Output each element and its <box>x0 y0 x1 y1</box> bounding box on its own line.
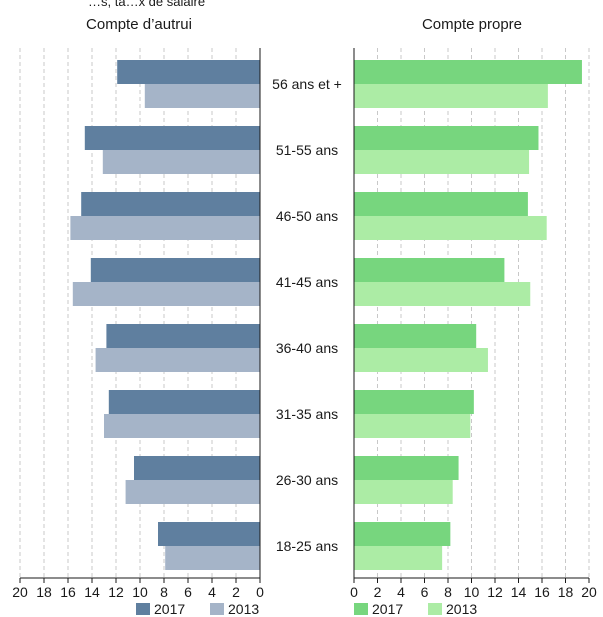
right-bar-2017 <box>354 456 459 480</box>
legend-swatch-2013 <box>210 603 224 615</box>
bars-layer <box>70 60 582 570</box>
left-bar-2017 <box>84 126 260 150</box>
left-tick-label: 20 <box>12 584 28 600</box>
left-bar-2017 <box>158 522 260 546</box>
legend-label-2017: 2017 <box>372 601 403 617</box>
right-tick-label: 16 <box>534 584 550 600</box>
left-bar-2013 <box>72 282 260 306</box>
right-bar-2017 <box>354 390 474 414</box>
clipped-header-text: …s, ta…x de salaire <box>88 0 205 9</box>
right-bar-2013 <box>354 414 471 438</box>
left-bar-2017 <box>90 258 260 282</box>
left-tick-label: 18 <box>36 584 52 600</box>
left-tick-label: 0 <box>256 584 264 600</box>
left-tick-label: 4 <box>208 584 216 600</box>
left-panel-title: Compte d’autrui <box>86 16 192 33</box>
right-tick-label: 18 <box>558 584 574 600</box>
category-label: 36-40 ans <box>276 340 338 356</box>
right-tick-label: 10 <box>464 584 480 600</box>
right-bar-2013 <box>354 546 443 570</box>
left-bar-2013 <box>95 348 260 372</box>
labels-layer: 56 ans et + 51-55 ans 46-50 ans 41-45 ans 36… <box>272 76 342 554</box>
left-tick-label: 8 <box>160 584 168 600</box>
left-tick-label: 16 <box>60 584 76 600</box>
left-bar-2013 <box>104 414 260 438</box>
right-tick-label: 6 <box>421 584 429 600</box>
right-bar-2017 <box>354 324 477 348</box>
right-tick-label: 4 <box>397 584 405 600</box>
right-tick-label: 20 <box>581 584 597 600</box>
right-bar-2013 <box>354 480 453 504</box>
right-bar-2013 <box>354 348 488 372</box>
right-bar-2017 <box>354 258 505 282</box>
right-bar-2017 <box>354 60 582 84</box>
legend-label-2013: 2013 <box>228 601 259 617</box>
left-bar-2013 <box>102 150 260 174</box>
legend-label-2013: 2013 <box>446 601 477 617</box>
left-tick-label: 12 <box>108 584 124 600</box>
left-tick-label: 2 <box>232 584 240 600</box>
left-bar-2017 <box>106 324 261 348</box>
left-tick-label: 10 <box>132 584 148 600</box>
right-bar-2013 <box>354 84 548 108</box>
right-bar-2017 <box>354 522 451 546</box>
right-bar-2013 <box>354 282 531 306</box>
category-label: 51-55 ans <box>276 142 338 158</box>
left-bar-2013 <box>144 84 260 108</box>
left-bar-2013 <box>70 216 261 240</box>
category-label: 46-50 ans <box>276 208 338 224</box>
right-bar-2013 <box>354 216 547 240</box>
left-tick-label: 6 <box>184 584 192 600</box>
left-bar-2013 <box>125 480 260 504</box>
category-label: 18-25 ans <box>276 538 338 554</box>
left-tick-label: 14 <box>84 584 100 600</box>
left-bar-2017 <box>117 60 260 84</box>
right-panel-title: Compte propre <box>422 16 522 33</box>
legend-swatch-2017 <box>354 603 368 615</box>
right-tick-label: 2 <box>374 584 382 600</box>
left-bar-2017 <box>108 390 260 414</box>
left-bar-2017 <box>134 456 260 480</box>
right-bar-2017 <box>354 192 528 216</box>
axes-layer: 20 18 16 14 12 10 8 6 4 2 0 0 2 4 6 8 10 12 14 16 18 20 <box>12 48 597 600</box>
right-bar-2013 <box>354 150 530 174</box>
legend-swatch-2013 <box>428 603 442 615</box>
category-label: 26-30 ans <box>276 472 338 488</box>
right-tick-label: 14 <box>511 584 527 600</box>
legend-layer: 2017 2013 2017 2013 <box>136 601 477 617</box>
right-tick-label: 0 <box>350 584 358 600</box>
category-label: 41-45 ans <box>276 274 338 290</box>
left-bar-2013 <box>165 546 260 570</box>
category-label: 56 ans et + <box>272 76 342 92</box>
right-tick-label: 12 <box>487 584 503 600</box>
legend-swatch-2017 <box>136 603 150 615</box>
left-bar-2017 <box>81 192 260 216</box>
legend-label-2017: 2017 <box>154 601 185 617</box>
right-tick-label: 8 <box>444 584 452 600</box>
right-bar-2017 <box>354 126 539 150</box>
category-label: 31-35 ans <box>276 406 338 422</box>
